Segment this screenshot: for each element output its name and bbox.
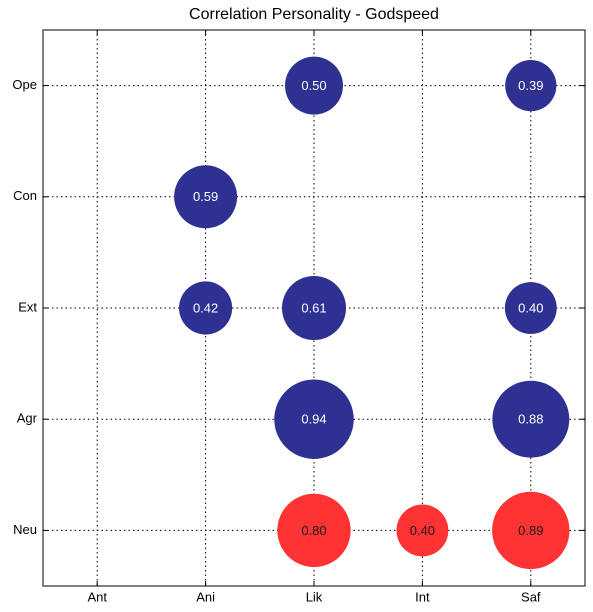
data-label: 0.94	[301, 412, 326, 427]
y-tick-label: Ope	[12, 77, 37, 92]
data-label: 0.59	[193, 189, 218, 204]
data-label: 0.40	[518, 300, 543, 315]
data-label: 0.89	[518, 523, 543, 538]
x-tick-label: Int	[415, 589, 430, 604]
bubble	[281, 275, 347, 341]
bubble	[277, 493, 351, 568]
bubble	[396, 504, 449, 557]
data-label: 0.50	[301, 78, 326, 93]
chart-title: Correlation Personality - Godspeed	[189, 6, 439, 23]
bubble	[492, 491, 570, 570]
data-label: 0.39	[518, 78, 543, 93]
y-tick-label: Agr	[17, 411, 38, 426]
data-label: 0.61	[301, 300, 326, 315]
x-tick-label: Ani	[196, 589, 215, 604]
y-tick-label: Con	[13, 188, 37, 203]
plot-frame	[42, 29, 586, 587]
data-label: 0.40	[410, 523, 435, 538]
bubble	[274, 379, 354, 459]
data-label: 0.80	[301, 523, 326, 538]
bubble	[504, 282, 557, 334]
x-tick-label: Ant	[87, 589, 107, 604]
x-tick-label: Saf	[521, 589, 541, 604]
y-tick-label: Ext	[18, 299, 37, 314]
bubble	[285, 56, 343, 115]
y-tick-label: Neu	[13, 522, 37, 537]
data-label: 0.42	[193, 300, 218, 315]
x-tick-label: Lik	[306, 589, 323, 604]
bubble	[174, 165, 238, 229]
data-label: 0.88	[518, 412, 543, 427]
bubble	[505, 59, 557, 112]
bubble	[179, 281, 233, 335]
bubble	[492, 380, 570, 458]
